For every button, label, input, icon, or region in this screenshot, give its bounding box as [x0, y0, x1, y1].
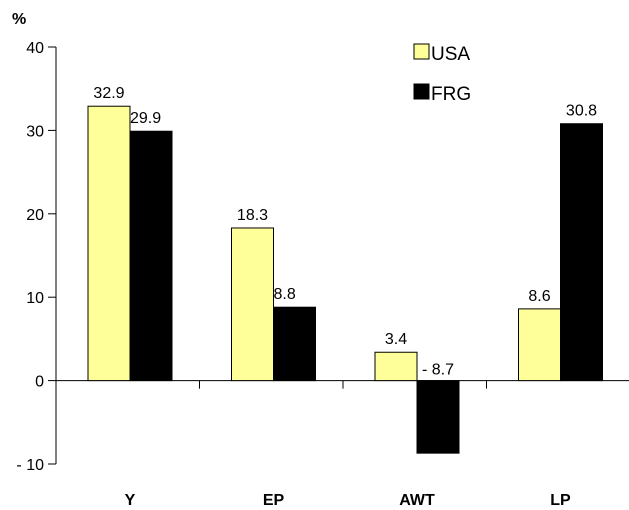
data-label-frg-y: 29.9	[130, 110, 161, 127]
x-category-label: EP	[263, 492, 285, 509]
y-tick-label: 10	[26, 290, 44, 307]
data-label-usa-y: 32.9	[93, 85, 124, 102]
legend-label-frg: FRG	[431, 84, 471, 105]
legend: USA FRG	[413, 43, 471, 105]
y-tick-label: 40	[26, 40, 44, 57]
bar-usa-lp	[518, 308, 561, 382]
bar-frg-ep	[273, 306, 316, 382]
bar-frg-y	[129, 130, 173, 382]
data-label-usa-lp: 8.6	[528, 288, 550, 305]
x-category-label: LP	[550, 492, 571, 509]
data-label-frg-awt: - 8.7	[422, 362, 454, 379]
legend-label-usa: USA	[431, 44, 470, 65]
bar-usa-awt	[374, 351, 418, 382]
bar-frg-awt	[416, 380, 460, 454]
x-category-label: Y	[125, 492, 136, 509]
y-tick-label: 30	[26, 123, 44, 140]
y-tick-label: 20	[26, 207, 44, 224]
data-label-frg-lp: 30.8	[566, 103, 597, 120]
x-category-label: AWT	[399, 492, 435, 509]
legend-swatch-usa	[413, 43, 430, 60]
legend-swatch-frg	[413, 83, 430, 100]
data-label-frg-ep: 8.8	[274, 286, 296, 303]
data-label-usa-ep: 18.3	[237, 207, 268, 224]
data-labels: 32.9 29.9 18.3 8.8 3.4 - 8.7 8.6 30.8	[93, 85, 597, 378]
data-label-usa-awt: 3.4	[385, 331, 407, 348]
bar-usa-ep	[231, 227, 274, 382]
bar-frg-lp	[560, 123, 603, 382]
y-unit-label: %	[12, 11, 26, 28]
y-tick-label: 0	[35, 374, 44, 391]
bar-usa-y	[87, 105, 131, 382]
bars	[87, 105, 603, 454]
y-tick-label: - 10	[16, 457, 44, 474]
